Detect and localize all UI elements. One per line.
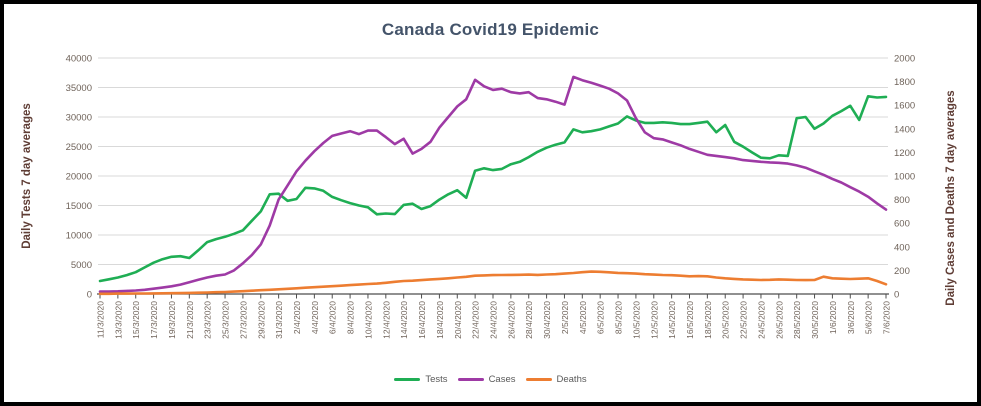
x-axis-date-label: 23/3/2020 [203,301,213,339]
right-axis-tick-label: 1600 [894,101,915,112]
x-axis-date-label: 12/5/2020 [649,301,659,339]
x-axis-date-label: 4/4/2020 [310,301,320,334]
left-axis-tick-label: 15000 [66,201,92,212]
x-axis-date-label: 26/5/2020 [774,301,784,339]
legend-label-cases: Cases [488,374,516,385]
x-axis-date-label: 24/5/2020 [756,301,766,339]
x-axis-date-label: 19/3/2020 [167,301,177,339]
x-axis-date-label: 15/3/2020 [131,301,141,339]
right-axis-tick-label: 1800 [894,77,915,88]
x-axis-date-label: 6/4/2020 [328,301,338,334]
left-axis-tick-label: 40000 [66,54,92,65]
x-axis-date-label: 13/3/2020 [113,301,123,339]
right-axis-tick-label: 0 [894,290,899,301]
legend-item-cases: Cases [457,374,516,385]
right-axis-tick-label: 1000 [894,172,915,183]
x-axis-date-label: 14/5/2020 [667,301,677,339]
x-axis-date-label: 2/5/2020 [560,301,570,334]
x-axis-date-label: 11/3/2020 [96,301,106,338]
x-axis-date-label: 10/4/2020 [363,301,373,339]
legend-item-tests: Tests [394,374,448,385]
deaths-line-swatch-icon [525,377,552,382]
x-axis-date-label: 27/3/2020 [238,301,248,339]
x-axis-date-label: 16/4/2020 [417,301,427,339]
x-axis-date-label: 6/5/2020 [596,301,606,334]
x-axis-date-label: 10/5/2020 [631,301,641,339]
x-axis-date-label: 30/4/2020 [542,301,552,339]
x-axis-date-label: 26/4/2020 [506,301,516,339]
x-axis-date-label: 17/3/2020 [149,301,159,339]
left-axis-tick-label: 30000 [66,113,92,124]
legend-label-deaths: Deaths [556,374,587,385]
right-axis-tick-label: 200 [894,266,910,277]
right-axis-tick-label: 400 [894,242,910,253]
chart-title: Canada Covid19 Epidemic [381,20,600,39]
legend-label-tests: Tests [425,374,448,385]
x-axis-date-label: 18/5/2020 [703,301,713,339]
right-axis-tick-label: 600 [894,219,910,230]
x-axis-date-label: 30/5/2020 [810,301,820,339]
x-axis-date-label: 18/4/2020 [435,301,445,339]
x-axis-date-label: 2/4/2020 [292,301,302,334]
left-axis-tick-label: 35000 [66,83,92,94]
x-axis-date-label: 21/3/2020 [185,301,195,339]
left-axis-tick-label: 20000 [66,172,92,183]
x-axis-date-label: 28/5/2020 [792,301,802,339]
x-axis-date-label: 24/4/2020 [489,301,499,339]
x-axis-date-label: 12/4/2020 [381,301,391,339]
x-axis-date-label: 14/4/2020 [399,301,409,339]
x-axis-date-label: 29/3/2020 [256,301,266,339]
x-axis-date-label: 1/6/2020 [828,301,838,334]
x-axis-date-label: 25/3/2020 [221,301,231,339]
x-axis-date-label: 22/5/2020 [739,301,749,339]
x-axis-date-label: 20/4/2020 [453,301,463,339]
left-axis-tick-label: 5000 [71,260,92,271]
x-axis-date-label: 3/6/2020 [846,301,856,334]
x-axis-date-label: 4/5/2020 [578,301,588,334]
legend-item-deaths: Deaths [525,374,587,385]
left-axis-tick-label: 10000 [66,231,92,242]
series-line-deaths [98,270,888,296]
x-axis-date-label: 8/4/2020 [346,301,356,334]
x-axis-date-label: 8/5/2020 [614,301,624,334]
series-line-tests [98,95,888,283]
x-axis-date-label: 31/3/2020 [274,301,284,339]
right-axis-tick-label: 2000 [894,54,915,65]
series-line-cases [98,75,888,293]
left-axis-tick-label: 25000 [66,142,92,153]
chart-legend: Tests Cases Deaths [0,374,981,385]
x-axis-date-label: 16/5/2020 [685,301,695,339]
x-axis-date-label: 7/6/2020 [882,301,892,334]
left-axis-tick-label: 0 [87,290,92,301]
right-axis-tick-label: 1200 [894,148,915,159]
x-axis-date-label: 22/4/2020 [471,301,481,339]
cases-line-swatch-icon [457,377,484,382]
right-axis-tick-label: 1400 [894,124,915,135]
x-axis-date-label: 20/5/2020 [721,301,731,339]
right-axis-tick-label: 800 [894,195,910,206]
x-axis-date-label: 28/4/2020 [524,301,534,339]
x-axis-date-label: 5/6/2020 [864,301,874,334]
tests-line-swatch-icon [394,377,421,382]
